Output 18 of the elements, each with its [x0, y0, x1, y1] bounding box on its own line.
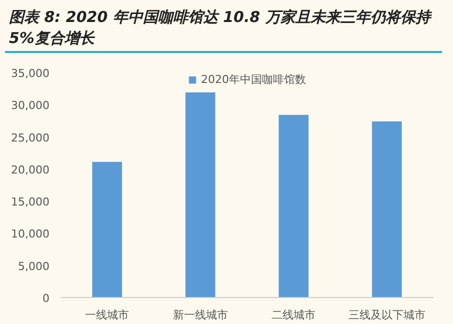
y-tick-label: 15,000 [11, 196, 50, 209]
bar [372, 121, 402, 298]
y-tick-label: 30,000 [11, 99, 50, 112]
y-tick-label: 5,000 [18, 260, 50, 273]
y-tick-label: 0 [42, 292, 50, 305]
x-tick-label: 新一线城市 [172, 308, 228, 322]
x-tick-label: 一线城市 [85, 308, 130, 322]
bar [278, 114, 309, 298]
y-tick-label: 35,000 [11, 67, 50, 80]
legend-label: 2020年中国咖啡馆数 [201, 72, 306, 87]
chart-title: 图表 8: 2020 年中国咖啡馆达 10.8 万家且未来三年仍将保持 5%复合增长 [5, 5, 442, 53]
bar [92, 162, 122, 298]
y-tick-label: 10,000 [11, 228, 50, 241]
y-tick-label: 25,000 [11, 131, 50, 144]
y-tick-label: 20,000 [11, 163, 50, 176]
bar [185, 92, 216, 298]
x-tick-label: 二线城市 [272, 308, 316, 322]
x-tick-label: 三线及以下城市 [348, 308, 426, 322]
